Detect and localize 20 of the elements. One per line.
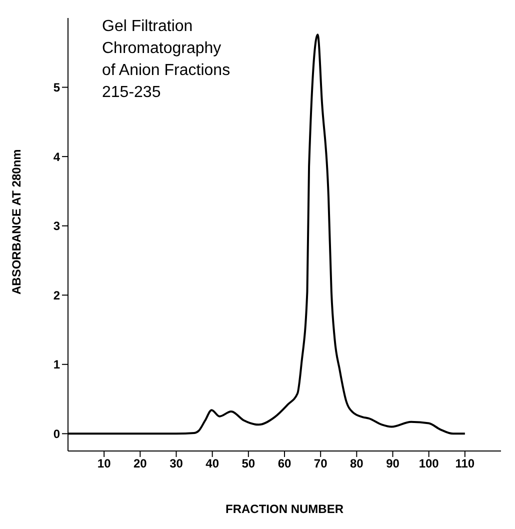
x-tick-label: 100 [418, 456, 440, 471]
x-tick-label: 80 [350, 456, 364, 471]
x-tick-label: 70 [314, 456, 328, 471]
y-axis-title: ABSORBANCE AT 280nm [9, 149, 24, 294]
x-tick-label: 40 [206, 456, 220, 471]
x-tick-label: 20 [133, 456, 148, 471]
x-tick-label: 110 [455, 456, 475, 471]
y-tick-label: 2 [53, 288, 60, 302]
y-tick-label: 4 [53, 150, 60, 164]
x-tick-label: 30 [170, 456, 184, 471]
y-tick-label: 5 [53, 80, 60, 95]
text: Gel Filtration Chromatography of Anion Fractions 215-235 [102, 17, 230, 103]
x-axis-title: FRACTION NUMBER [226, 502, 344, 516]
x-tick-label: 50 [242, 456, 256, 471]
x-tick-label: 10 [97, 456, 112, 471]
x-tick-label: 60 [278, 456, 292, 471]
y-tick-label: 1 [53, 358, 60, 372]
y-tick-label: 0 [53, 426, 60, 441]
y-tick-label: 3 [53, 219, 60, 234]
x-tick-label: 90 [386, 456, 400, 471]
